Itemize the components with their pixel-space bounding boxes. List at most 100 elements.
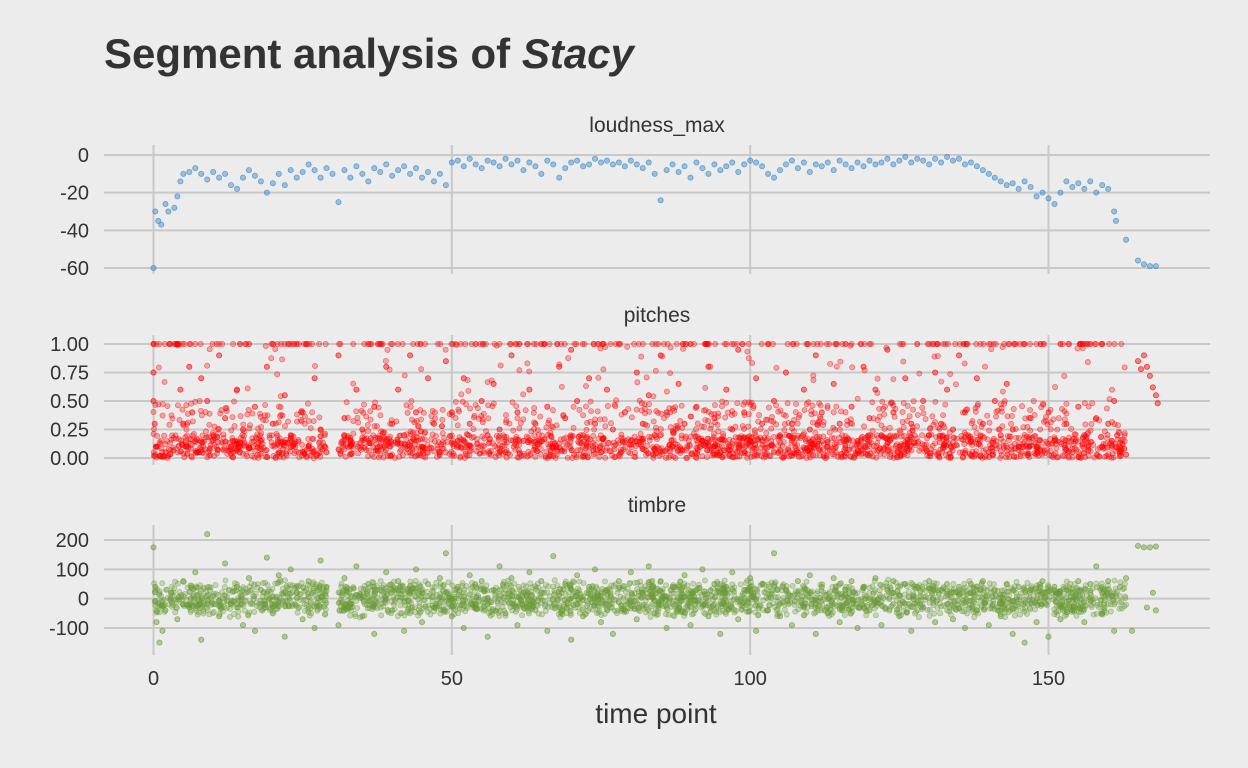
- data-point: [453, 442, 460, 449]
- data-point: [207, 445, 214, 452]
- data-point: [833, 363, 840, 370]
- data-point: [204, 454, 211, 461]
- data-point: [812, 630, 819, 637]
- data-point: [848, 341, 855, 347]
- data-point: [654, 436, 660, 442]
- data-point: [836, 157, 843, 164]
- data-point: [279, 597, 286, 604]
- data-point: [954, 442, 961, 449]
- data-point: [476, 450, 483, 457]
- data-point: [402, 441, 409, 448]
- data-point: [404, 409, 411, 416]
- data-point: [204, 176, 211, 183]
- data-point: [175, 443, 182, 450]
- data-point: [757, 426, 764, 432]
- data-point: [594, 408, 601, 415]
- data-point: [832, 443, 839, 450]
- data-point: [997, 401, 1004, 408]
- data-point: [431, 448, 438, 455]
- data-point: [480, 341, 487, 347]
- data-point: [547, 447, 554, 454]
- data-point: [184, 419, 191, 426]
- data-point: [801, 407, 808, 414]
- data-point: [677, 449, 684, 456]
- data-point: [574, 397, 581, 404]
- data-point: [558, 383, 565, 390]
- data-point: [1109, 386, 1115, 393]
- data-point: [526, 569, 533, 576]
- data-point: [359, 434, 366, 441]
- data-point: [287, 566, 294, 573]
- data-point: [881, 411, 888, 418]
- data-point: [748, 399, 755, 406]
- data-point: [562, 165, 569, 172]
- data-point: [760, 454, 767, 461]
- data-point: [164, 403, 171, 410]
- data-point: [277, 413, 283, 420]
- data-point: [914, 411, 921, 418]
- data-point: [874, 417, 881, 424]
- data-point: [652, 341, 659, 347]
- data-point: [765, 443, 772, 450]
- data-point: [452, 414, 459, 421]
- data-point: [927, 452, 934, 459]
- data-point: [307, 598, 314, 605]
- data-point: [1154, 400, 1161, 407]
- data-point: [715, 438, 722, 444]
- data-point: [935, 424, 942, 431]
- data-point: [484, 157, 491, 164]
- data-point: [198, 636, 205, 643]
- data-point: [771, 550, 778, 557]
- data-point: [1015, 185, 1022, 192]
- data-point: [919, 404, 926, 411]
- data-point: [650, 418, 657, 425]
- data-point: [693, 426, 700, 433]
- data-point: [310, 418, 317, 425]
- data-point: [780, 411, 787, 418]
- data-point: [460, 163, 467, 170]
- data-point: [401, 372, 408, 379]
- data-point: [683, 454, 690, 461]
- data-point: [986, 454, 993, 461]
- data-point: [295, 449, 302, 456]
- data-point: [1140, 261, 1147, 268]
- data-point: [707, 425, 714, 432]
- data-point: [806, 447, 813, 454]
- point-cloud-timbre: [151, 576, 1129, 621]
- data-point: [777, 167, 784, 174]
- data-point: [1111, 601, 1118, 608]
- data-point: [235, 613, 242, 620]
- data-point: [595, 374, 602, 381]
- data-point: [520, 167, 527, 174]
- data-point: [633, 616, 640, 623]
- data-point: [358, 407, 365, 414]
- data-point: [208, 438, 215, 445]
- data-point: [741, 450, 748, 457]
- data-point: [1140, 544, 1147, 551]
- data-point: [1077, 454, 1084, 461]
- data-point: [982, 446, 989, 453]
- data-point: [745, 341, 752, 347]
- data-point: [199, 439, 206, 446]
- data-point: [470, 414, 477, 421]
- data-point: [882, 403, 888, 410]
- data-point: [387, 443, 394, 450]
- data-point: [652, 424, 659, 431]
- data-point: [318, 427, 324, 434]
- data-point: [1047, 426, 1054, 433]
- data-point: [472, 340, 479, 347]
- data-point: [627, 441, 634, 448]
- data-point: [178, 437, 185, 444]
- data-point: [635, 341, 642, 347]
- data-point: [399, 452, 406, 459]
- data-point: [701, 577, 708, 584]
- data-point: [172, 432, 179, 439]
- data-point: [731, 410, 738, 417]
- data-point: [180, 422, 187, 429]
- data-point: [530, 409, 537, 416]
- data-point: [1099, 341, 1106, 347]
- data-point: [1088, 602, 1095, 609]
- data-point: [424, 168, 431, 175]
- data-point: [583, 403, 589, 410]
- data-point: [961, 625, 968, 632]
